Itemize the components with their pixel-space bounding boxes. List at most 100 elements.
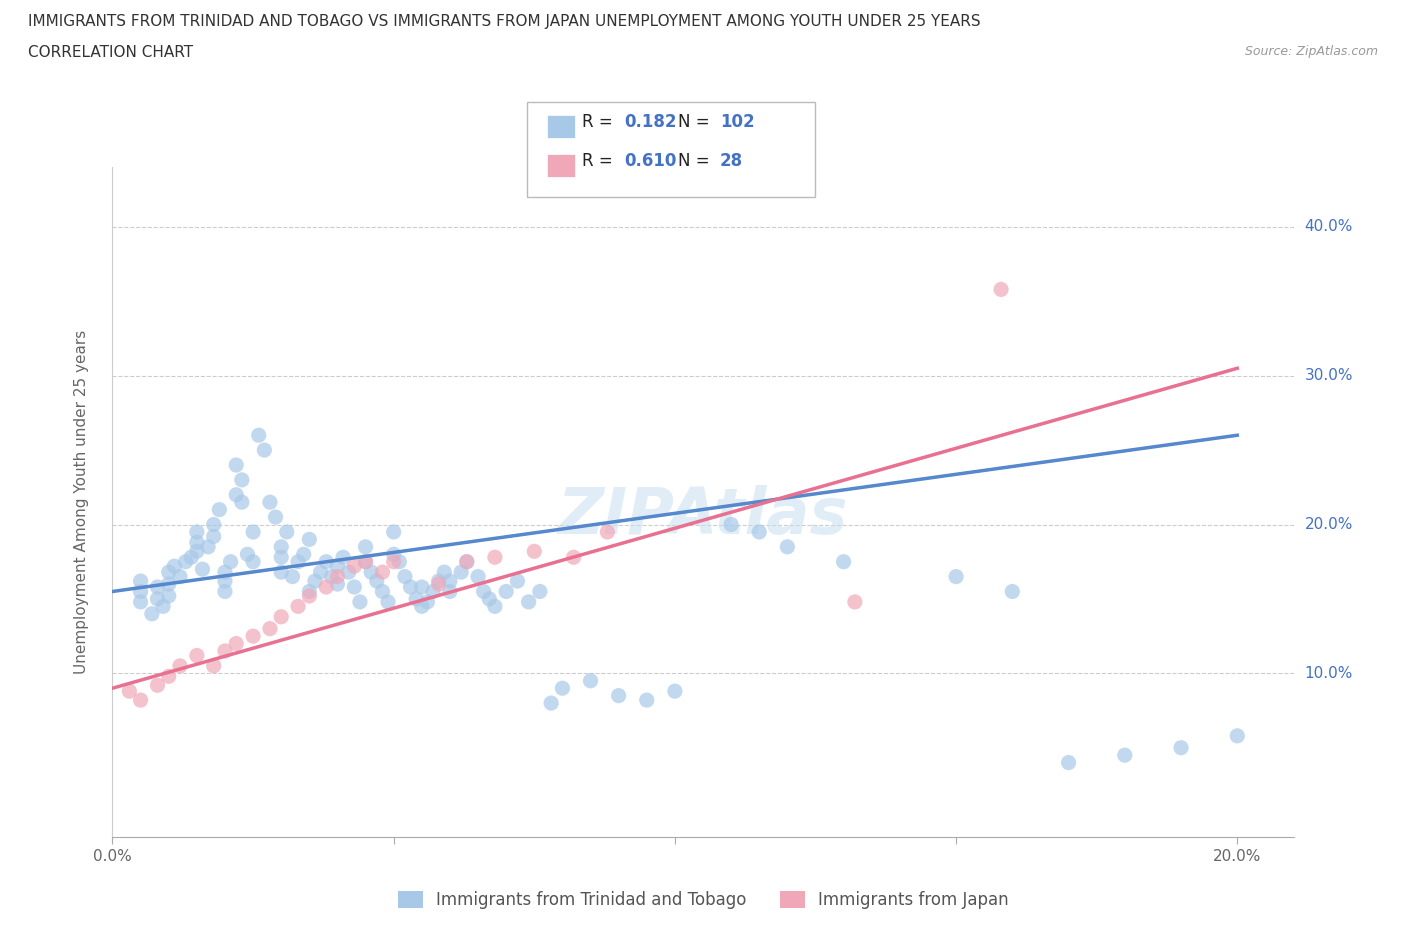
Point <box>309 565 332 579</box>
Point <box>366 574 388 589</box>
Point <box>276 525 298 539</box>
Point <box>219 554 242 569</box>
Point <box>748 525 770 539</box>
Point <box>523 544 546 559</box>
Point <box>202 517 225 532</box>
Point <box>315 579 337 594</box>
Point <box>231 495 253 510</box>
Point <box>231 472 253 487</box>
Point <box>472 584 495 599</box>
Point <box>298 589 321 604</box>
Point <box>467 569 489 584</box>
Text: 102: 102 <box>720 113 755 131</box>
Point <box>186 648 208 663</box>
Point <box>225 487 247 502</box>
Point <box>562 550 585 565</box>
Point <box>197 539 219 554</box>
Point <box>270 565 292 579</box>
Point <box>382 554 405 569</box>
Point <box>129 584 152 599</box>
Point <box>214 565 236 579</box>
Point <box>990 282 1012 297</box>
Text: 20.0%: 20.0% <box>1305 517 1353 532</box>
Point <box>371 584 394 599</box>
Point <box>298 532 321 547</box>
Point <box>242 629 264 644</box>
Text: N =: N = <box>678 152 714 170</box>
Point <box>270 539 292 554</box>
Point <box>315 554 337 569</box>
Point <box>1057 755 1080 770</box>
Point <box>214 644 236 658</box>
Point <box>377 594 399 609</box>
Point <box>388 554 411 569</box>
Point <box>478 591 501 606</box>
Point <box>225 458 247 472</box>
Point <box>118 684 141 698</box>
Point <box>292 547 315 562</box>
Point <box>242 554 264 569</box>
Point <box>259 621 281 636</box>
Point <box>236 547 259 562</box>
Point <box>529 584 551 599</box>
Point <box>484 550 506 565</box>
Point <box>180 550 202 565</box>
Point <box>720 517 742 532</box>
Text: 0.610: 0.610 <box>624 152 676 170</box>
Point <box>146 579 169 594</box>
Point <box>484 599 506 614</box>
Text: 28: 28 <box>720 152 742 170</box>
Text: 40.0%: 40.0% <box>1305 219 1353 234</box>
Point <box>439 584 461 599</box>
Point <box>776 539 799 554</box>
Point <box>360 565 382 579</box>
Point <box>191 562 214 577</box>
Point <box>129 594 152 609</box>
Point <box>186 525 208 539</box>
Point <box>326 559 349 574</box>
Point <box>349 594 371 609</box>
Text: 0.182: 0.182 <box>624 113 676 131</box>
Point <box>163 559 186 574</box>
Point <box>146 678 169 693</box>
Point <box>264 510 287 525</box>
Point <box>157 565 180 579</box>
Point <box>343 559 366 574</box>
Point <box>1226 728 1249 743</box>
Point <box>439 574 461 589</box>
Point <box>450 565 472 579</box>
Point <box>157 589 180 604</box>
Text: R =: R = <box>582 152 619 170</box>
Text: ZIPAtlas: ZIPAtlas <box>558 485 848 547</box>
Point <box>304 574 326 589</box>
Point <box>337 565 360 579</box>
Point <box>208 502 231 517</box>
Point <box>253 443 276 458</box>
Point <box>270 550 292 565</box>
Point <box>326 569 349 584</box>
Point <box>405 591 427 606</box>
Point <box>157 577 180 591</box>
Point <box>152 599 174 614</box>
Point <box>281 569 304 584</box>
Point <box>129 693 152 708</box>
Point <box>354 539 377 554</box>
Point <box>1170 740 1192 755</box>
Point <box>186 535 208 550</box>
Point <box>607 688 630 703</box>
Point <box>394 569 416 584</box>
Point <box>382 525 405 539</box>
Point <box>411 579 433 594</box>
Text: Source: ZipAtlas.com: Source: ZipAtlas.com <box>1244 45 1378 58</box>
Point <box>1001 584 1024 599</box>
Text: CORRELATION CHART: CORRELATION CHART <box>28 45 193 60</box>
Point <box>129 574 152 589</box>
Point <box>506 574 529 589</box>
Point <box>259 495 281 510</box>
Point <box>247 428 270 443</box>
Point <box>174 554 197 569</box>
Point <box>202 529 225 544</box>
Point <box>332 550 354 565</box>
Point <box>242 525 264 539</box>
Point <box>579 673 602 688</box>
